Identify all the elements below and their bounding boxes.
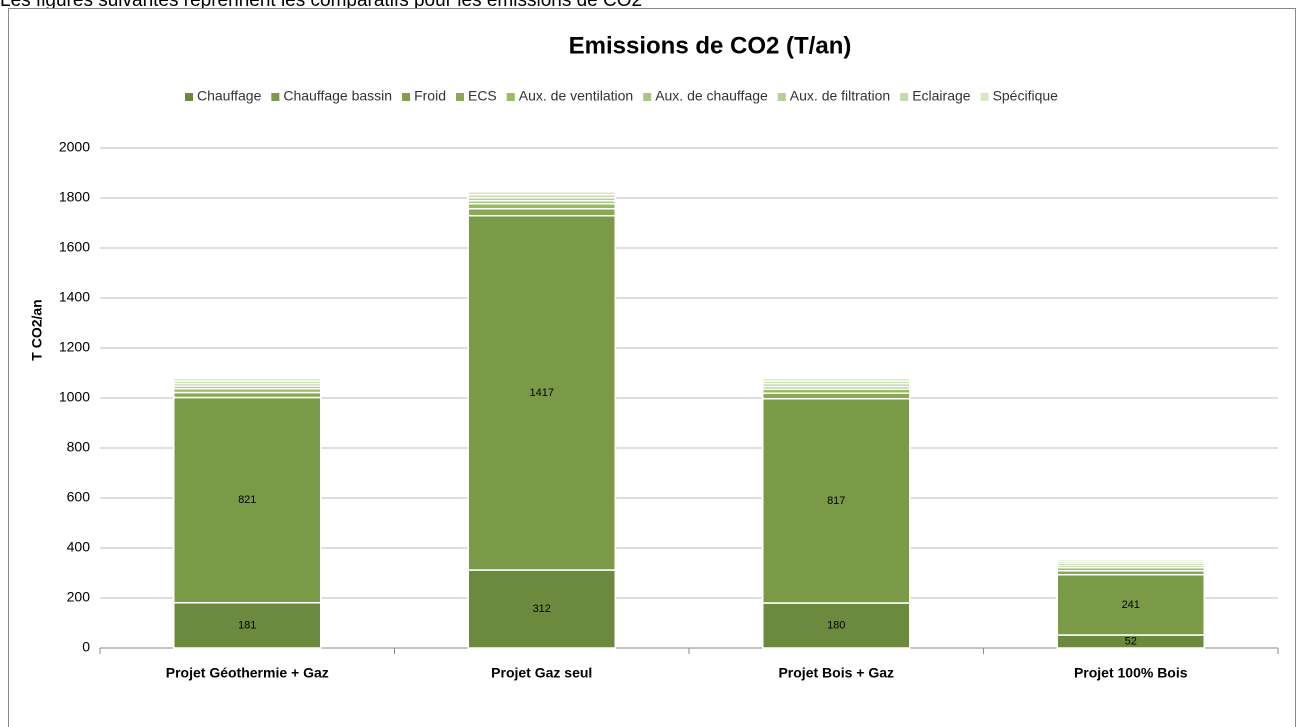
y-tick-label: 1200 (59, 339, 90, 355)
legend-swatch (402, 93, 411, 101)
y-tick-label: 1800 (59, 189, 90, 205)
value-label: 312 (533, 603, 551, 615)
x-tick-label: Projet Géothermie + Gaz (166, 665, 329, 681)
y-tick-label: 600 (67, 489, 91, 505)
bar-segment (1056, 558, 1205, 562)
y-tick-label: 0 (82, 639, 90, 655)
y-tick-label: 400 (67, 539, 91, 555)
bar-segment (467, 208, 616, 217)
bar-segment (467, 215, 616, 571)
legend-swatch (900, 93, 909, 101)
legend-label: Aux. de ventilation (519, 88, 633, 104)
chart-title: Emissions de CO2 (T/an) (569, 32, 852, 59)
bar-segment (1056, 574, 1205, 636)
intro-text: Les figures suivantes reprennent les com… (0, 0, 642, 11)
x-tick-label: Projet Bois + Gaz (778, 665, 894, 681)
legend-label: Aux. de chauffage (655, 88, 768, 104)
value-label: 821 (238, 494, 256, 506)
legend-swatch (506, 93, 515, 101)
value-label: 817 (827, 495, 845, 507)
legend-label: Chauffage bassin (283, 88, 392, 104)
value-label: 1417 (530, 387, 554, 399)
y-tick-label: 200 (67, 589, 91, 605)
x-tick-label: Projet 100% Bois (1074, 665, 1188, 681)
legend-swatch (777, 93, 786, 101)
bar-segment (173, 396, 322, 604)
bar-segment (173, 377, 322, 382)
x-tick-label: Projet Gaz seul (491, 665, 592, 681)
legend-swatch (643, 93, 652, 101)
bar-segment (762, 377, 911, 382)
y-tick-label: 1400 (59, 289, 90, 305)
legend-swatch (185, 93, 193, 101)
bar-segment (762, 398, 911, 604)
value-label: 52 (1125, 635, 1137, 647)
value-label: 181 (238, 619, 256, 631)
y-tick-label: 2000 (59, 139, 90, 155)
y-axis-label: T CO2/an (29, 299, 45, 360)
legend-label: Eclairage (912, 88, 971, 104)
bar-segment (467, 569, 616, 649)
legend-label: Chauffage (197, 88, 262, 104)
value-label: 180 (827, 619, 845, 631)
y-tick-label: 1600 (59, 239, 90, 255)
y-tick-label: 1000 (59, 389, 90, 405)
legend-swatch (271, 93, 280, 101)
legend-swatch (980, 93, 989, 101)
bar-segment (762, 392, 911, 400)
bar-segment (173, 602, 322, 649)
legend-label: Spécifique (993, 88, 1059, 104)
bar-segment (467, 191, 616, 196)
legend-label: Aux. de filtration (790, 88, 890, 104)
legend-swatch (455, 93, 464, 101)
y-tick-label: 800 (67, 439, 91, 455)
legend-label: ECS (468, 88, 497, 104)
value-label: 241 (1122, 599, 1140, 611)
legend-label: Froid (414, 88, 446, 104)
